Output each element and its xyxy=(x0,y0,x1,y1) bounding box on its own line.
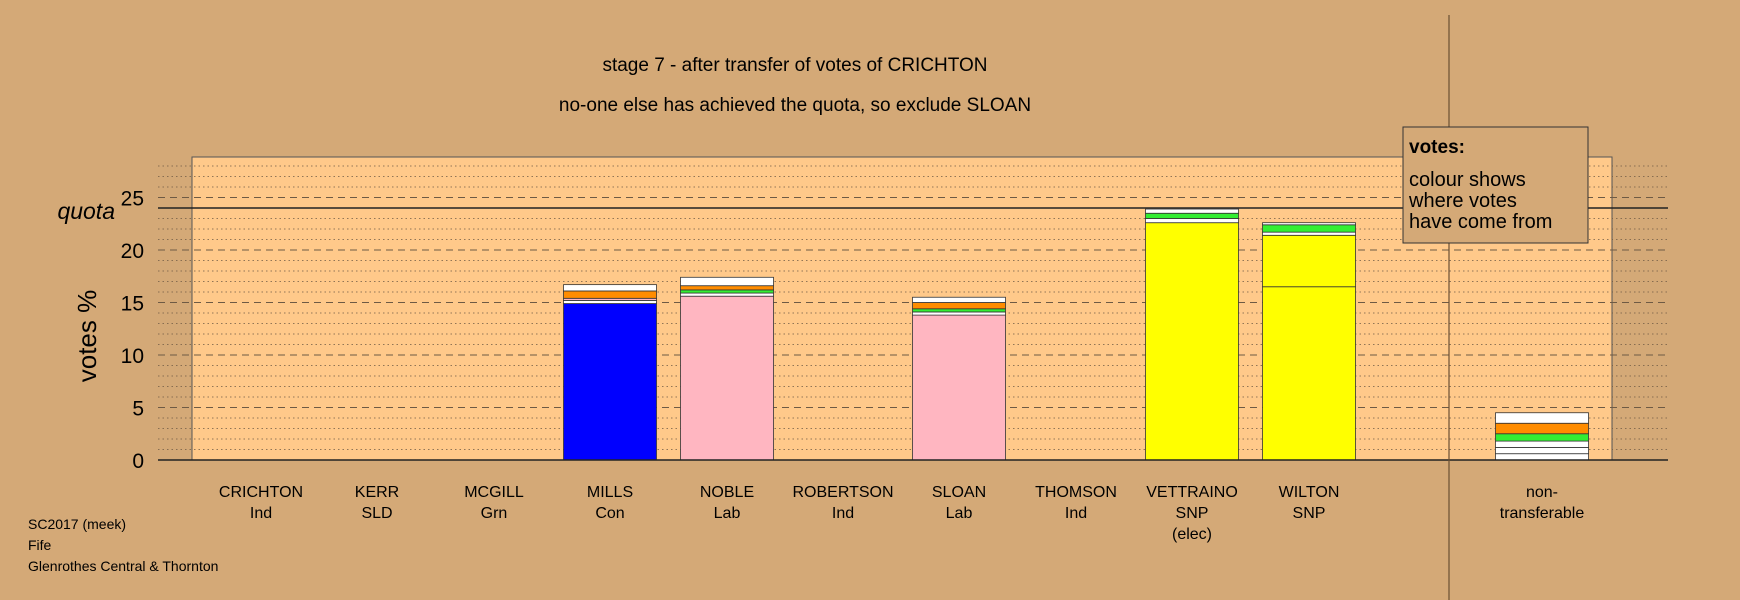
legend-line-2: where votes xyxy=(1408,190,1517,212)
chart-title: stage 7 - after transfer of votes of CRI… xyxy=(602,55,987,76)
sloan-bar-segment xyxy=(912,314,1006,461)
nontransferable-bar-segment xyxy=(1495,446,1589,455)
legend-line-1: colour shows xyxy=(1409,169,1526,191)
wilton-bar-segment xyxy=(1262,231,1356,236)
y-axis-label: votes % xyxy=(72,290,102,383)
wilton-bar-segment xyxy=(1262,222,1356,226)
noble-bar-segment xyxy=(680,276,774,287)
candidate-name-mills: MILLS xyxy=(587,484,633,501)
nontransferable-label-1: non- xyxy=(1526,484,1558,501)
y-tick-label: 20 xyxy=(121,240,144,263)
candidate-name-noble: NOBLE xyxy=(700,484,754,501)
quota-label: quota xyxy=(57,198,115,224)
sloan-bar-segment xyxy=(912,308,1006,313)
nontransferable-bar-segment xyxy=(1495,422,1589,435)
y-tick-label: 15 xyxy=(121,293,144,316)
wilton-bar-segment xyxy=(1262,286,1356,461)
nontransferable-bar-segment xyxy=(1495,433,1589,442)
wilton-bar xyxy=(1262,222,1356,461)
nontransferable-bar-segment xyxy=(1495,412,1589,424)
axes: 0 5 10 15 20 25 xyxy=(121,15,1668,600)
vettraino-bar-segment xyxy=(1145,208,1239,214)
mills-bar-segment xyxy=(563,299,657,304)
footer-line-3: Glenrothes Central & Thornton xyxy=(28,558,218,574)
noble-bar-segment xyxy=(680,295,774,461)
candidate-party-thomson: Ind xyxy=(1065,505,1087,522)
plot-area xyxy=(191,156,1613,461)
mills-bar-segment xyxy=(563,290,657,299)
legend-title: votes: xyxy=(1409,137,1465,158)
candidate-party-sloan: Lab xyxy=(946,505,973,522)
footer-line-1: SC2017 (meek) xyxy=(28,516,126,532)
mills-bar-segment xyxy=(563,284,657,292)
sloan-bar-segment xyxy=(912,302,1006,310)
mills-bar-segment xyxy=(563,303,657,461)
vettraino-bar-segment xyxy=(1145,222,1239,461)
candidate-party-crichton: Ind xyxy=(250,505,272,522)
noble-bar xyxy=(680,276,774,461)
sloan-bar-segment xyxy=(912,296,1006,303)
candidate-party-noble: Lab xyxy=(714,505,741,522)
candidate-party-mcgill: Grn xyxy=(481,505,508,522)
noble-bar-segment xyxy=(680,285,774,291)
candidate-name-wilton: WILTON xyxy=(1279,484,1340,501)
sloan-bar-segment xyxy=(912,311,1006,316)
candidate-party-wilton: SNP xyxy=(1293,505,1326,522)
y-tick-label: 10 xyxy=(121,345,144,368)
vettraino-bar-segment xyxy=(1145,212,1239,219)
noble-bar-segment xyxy=(680,292,774,297)
candidate-party-vettraino: SNP xyxy=(1176,505,1209,522)
candidate-name-kerr: KERR xyxy=(355,484,399,501)
bars xyxy=(563,208,1589,461)
footer-line-2: Fife xyxy=(28,537,52,553)
y-tick-label: 25 xyxy=(121,188,144,211)
sloan-bar xyxy=(912,296,1006,461)
chart-subtitle: no-one else has achieved the quota, so e… xyxy=(559,95,1031,116)
vettraino-bar xyxy=(1145,208,1239,461)
candidate-party-kerr: SLD xyxy=(361,505,392,522)
noble-bar-segment xyxy=(680,289,774,294)
candidate-name-vettraino: VETTRAINO xyxy=(1146,484,1238,501)
candidate-party-mills: Con xyxy=(595,505,624,522)
candidate-note-vettraino: (elec) xyxy=(1172,526,1212,543)
legend-frame xyxy=(1402,126,1589,244)
nontransferable-bar-segment xyxy=(1495,440,1589,448)
candidate-name-thomson: THOMSON xyxy=(1035,484,1117,501)
legend-box: votes: colour shows where votes have com… xyxy=(1402,126,1589,244)
x-axis-labels: CRICHTON Ind KERR SLD MCGILL Grn MILLS Con NOBLE… xyxy=(219,484,1584,543)
vettraino-bar-segment xyxy=(1145,218,1239,224)
wilton-bar-segment xyxy=(1262,224,1356,233)
candidate-name-sloan: SLOAN xyxy=(932,484,986,501)
candidate-party-robertson: Ind xyxy=(832,505,854,522)
mills-bar xyxy=(563,284,657,461)
candidate-name-mcgill: MCGILL xyxy=(464,484,524,501)
nontransferable-label-2: transferable xyxy=(1500,505,1585,522)
legend-line-3: have come from xyxy=(1409,211,1552,233)
wilton-bar-segment xyxy=(1262,234,1356,288)
plot-background xyxy=(191,156,1613,461)
y-tick-label: 0 xyxy=(132,450,144,473)
candidate-name-robertson: ROBERTSON xyxy=(792,484,893,501)
candidate-name-crichton: CRICHTON xyxy=(219,484,303,501)
y-tick-label: 5 xyxy=(132,398,144,421)
nontransferable-bar-segment xyxy=(1495,453,1589,461)
nontransferable-bar xyxy=(1495,412,1589,461)
